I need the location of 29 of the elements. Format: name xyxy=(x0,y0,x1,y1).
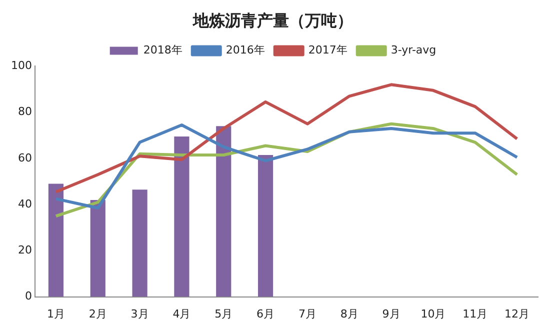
x-tick-label: 2月 xyxy=(88,307,107,320)
y-tick-label: 40 xyxy=(18,197,32,210)
x-tick-label: 11月 xyxy=(462,307,488,320)
y-tick-label: 0 xyxy=(24,290,32,303)
bar xyxy=(258,154,274,297)
bar xyxy=(216,126,232,297)
x-tick-label: 8月 xyxy=(340,307,358,320)
chart-title: 地炼沥青产量（万吨） xyxy=(192,10,353,30)
bar xyxy=(48,184,64,297)
x-tick-label: 4月 xyxy=(172,307,191,320)
x-tick-label: 1月 xyxy=(46,307,65,320)
x-tick-label: 6月 xyxy=(256,307,275,320)
bar xyxy=(132,190,148,297)
x-tick-label: 10月 xyxy=(420,307,446,320)
y-tick-label: 100 xyxy=(10,59,32,72)
y-tick-label: 60 xyxy=(18,151,32,164)
legend-label: 3-yr-avg xyxy=(390,44,436,57)
x-tick-label: 9月 xyxy=(382,307,400,320)
x-tick-label: 5月 xyxy=(214,307,233,320)
y-tick-label: 20 xyxy=(18,244,32,257)
bar xyxy=(90,200,106,297)
legend-label: 2017年 xyxy=(308,44,348,57)
y-tick-label: 80 xyxy=(18,105,32,118)
legend-label: 2018年 xyxy=(143,44,182,57)
x-tick-label: 7月 xyxy=(298,307,316,320)
bar xyxy=(174,136,190,297)
x-tick-label: 3月 xyxy=(130,307,149,320)
legend-label: 2016年 xyxy=(226,44,265,57)
x-tick-label: 12月 xyxy=(504,307,530,320)
